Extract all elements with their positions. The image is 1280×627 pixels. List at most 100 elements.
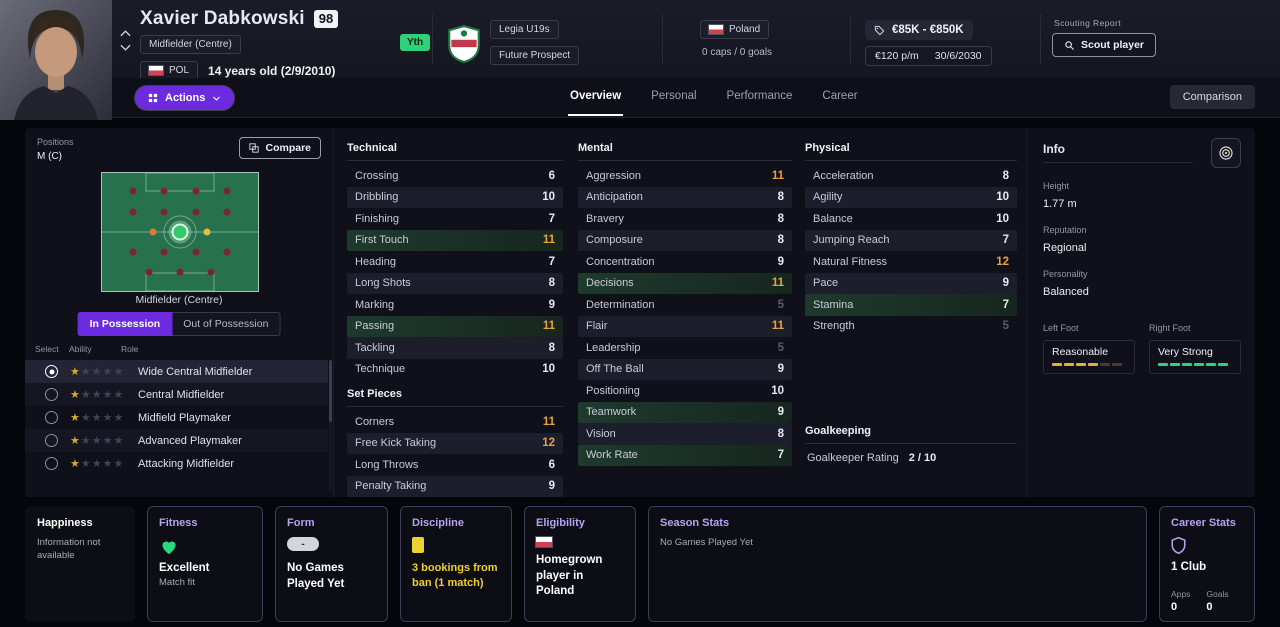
previous-player-button[interactable] bbox=[117, 26, 133, 39]
caps-goals: 0 caps / 0 goals bbox=[702, 47, 773, 58]
role-radio[interactable] bbox=[45, 388, 58, 401]
attribute-row-vision: Vision 8 bbox=[578, 423, 792, 445]
tab-personal[interactable]: Personal bbox=[651, 90, 697, 102]
personality-label: Personality bbox=[1043, 269, 1088, 279]
tab-career[interactable]: Career bbox=[822, 90, 858, 102]
position-dot bbox=[192, 208, 200, 216]
tab-performance[interactable]: Performance bbox=[726, 90, 793, 102]
fitness-card[interactable]: Fitness Excellent Match fit bbox=[147, 506, 263, 622]
height-value: 1.77 m bbox=[1043, 198, 1077, 210]
grid-icon bbox=[148, 93, 158, 103]
attribute-row-finishing: Finishing 7 bbox=[355, 212, 555, 225]
selected-position-dot[interactable] bbox=[171, 223, 189, 241]
goalkeeping-title: Goalkeeping bbox=[805, 425, 1017, 444]
right-foot: Right Foot Very Strong bbox=[1149, 318, 1241, 374]
role-row-advanced-playmaker[interactable]: ★★★★★ Advanced Playmaker bbox=[25, 429, 328, 452]
transfer-value-pill: €85K - €850K bbox=[865, 20, 973, 40]
next-player-button[interactable] bbox=[117, 41, 133, 54]
attribute-row-heading: Heading 7 bbox=[355, 255, 555, 268]
role-name: Attacking Midfielder bbox=[138, 457, 234, 470]
role-ability-stars: ★★★★★ bbox=[70, 412, 125, 424]
attribute-row-aggression: Aggression 11 bbox=[586, 169, 784, 182]
role-row-attacking-midfielder[interactable]: ★★★★★ Attacking Midfielder bbox=[25, 452, 328, 475]
attribute-row-technique: Technique 10 bbox=[355, 363, 555, 376]
scout-player-button[interactable]: Scout player bbox=[1052, 33, 1157, 57]
eligibility-title: Eligibility bbox=[536, 517, 585, 529]
role-list-scrollbar[interactable] bbox=[329, 360, 332, 490]
comparison-button[interactable]: Comparison bbox=[1169, 85, 1255, 109]
actions-button[interactable]: Actions bbox=[135, 86, 235, 110]
form-rating-pill: - bbox=[287, 537, 319, 551]
form-title: Form bbox=[287, 517, 315, 529]
role-radio[interactable] bbox=[45, 411, 58, 424]
attribute-row-stamina: Stamina 7 bbox=[805, 294, 1017, 316]
attribute-row-balance: Balance 10 bbox=[813, 212, 1009, 225]
actions-label: Actions bbox=[165, 92, 206, 104]
eligibility-card[interactable]: Eligibility Homegrown player in Poland bbox=[524, 506, 636, 622]
divider bbox=[850, 14, 851, 64]
role-name: Advanced Playmaker bbox=[138, 434, 242, 447]
season-stats-title: Season Stats bbox=[660, 517, 730, 529]
role-ability-stars: ★★★★★ bbox=[70, 389, 125, 401]
role-row-wide-central-midfielder[interactable]: ★★★★★ Wide Central Midfielder bbox=[25, 360, 328, 383]
right-foot-bars bbox=[1158, 363, 1232, 366]
fitness-title: Fitness bbox=[159, 517, 198, 529]
attribute-row-bravery: Bravery 8 bbox=[586, 212, 784, 225]
info-title: Info bbox=[1043, 142, 1193, 163]
position-dot bbox=[160, 248, 168, 256]
tab-row: Actions Overview Personal Performance Caree… bbox=[0, 78, 1280, 118]
left-foot-value: Reasonable bbox=[1052, 346, 1109, 358]
in-possession-button[interactable]: In Possession bbox=[77, 312, 173, 336]
attribute-row-composure: Composure 8 bbox=[578, 229, 792, 251]
compare-label: Compare bbox=[265, 142, 311, 154]
national-team-pill[interactable]: Poland bbox=[700, 20, 770, 39]
season-stats-card[interactable]: Season Stats No Games Played Yet bbox=[648, 506, 1147, 622]
tab-bar: Overview Personal Performance Career bbox=[568, 78, 860, 116]
attribute-row-free-kick-taking: Free Kick Taking 12 bbox=[347, 432, 563, 454]
position-dot bbox=[207, 268, 215, 276]
role-radio[interactable] bbox=[45, 457, 58, 470]
foot-rating-segment bbox=[1206, 363, 1216, 366]
role-radio[interactable] bbox=[45, 434, 58, 447]
divider bbox=[432, 14, 433, 64]
form-card[interactable]: Form - No Games Played Yet bbox=[275, 506, 388, 622]
club-shield-icon bbox=[1171, 537, 1186, 554]
attribute-row-jumping-reach: Jumping Reach 7 bbox=[805, 229, 1017, 251]
attribute-analysis-button[interactable] bbox=[1211, 138, 1241, 168]
role-list: ★★★★★ Wide Central Midfielder ★★★★★ Central… bbox=[25, 360, 328, 475]
foot-rating-segment bbox=[1182, 363, 1192, 366]
mental-attributes: Mental Aggression 11 Anticipation 8 Bravery 8… bbox=[578, 142, 792, 466]
summary-cards: Happiness Information not available Fitn… bbox=[25, 506, 1255, 622]
set-pieces-title: Set Pieces bbox=[347, 388, 563, 407]
mental-title: Mental bbox=[578, 142, 792, 161]
role-row-midfield-playmaker[interactable]: ★★★★★ Midfield Playmaker bbox=[25, 406, 328, 429]
position-dot bbox=[223, 208, 231, 216]
discipline-card[interactable]: Discipline 3 bookings from ban (1 match) bbox=[400, 506, 512, 622]
contract-expiry: 30/6/2030 bbox=[934, 50, 982, 62]
position-dot bbox=[129, 248, 137, 256]
compare-button[interactable]: Compare bbox=[239, 137, 321, 159]
physical-title: Physical bbox=[805, 142, 1017, 161]
career-stats-card[interactable]: Career Stats 1 Club Apps 0 Goals 0 bbox=[1159, 506, 1255, 622]
role-row-central-midfielder[interactable]: ★★★★★ Central Midfielder bbox=[25, 383, 328, 406]
prospect-pill: Future Prospect bbox=[490, 46, 580, 65]
attribute-row-decisions: Decisions 11 bbox=[578, 272, 792, 294]
positions-panel: Positions M (C) Compare Midfielder (Cent… bbox=[25, 128, 334, 497]
attribute-row-anticipation: Anticipation 8 bbox=[578, 186, 792, 208]
player-header: Xavier Dabkowski 98 Midfielder (Centre) … bbox=[0, 0, 1280, 80]
poland-flag-icon bbox=[535, 536, 553, 548]
discipline-title: Discipline bbox=[412, 517, 464, 529]
tab-overview[interactable]: Overview bbox=[568, 78, 623, 116]
compare-icon bbox=[249, 143, 260, 153]
out-of-possession-button[interactable]: Out of Possession bbox=[172, 312, 281, 336]
goals-value: 0 bbox=[1206, 600, 1213, 613]
foot-rating-segment bbox=[1170, 363, 1180, 366]
position-dot bbox=[192, 187, 200, 195]
role-radio[interactable] bbox=[45, 365, 58, 378]
possession-toggle: In Possession Out of Possession bbox=[77, 312, 281, 336]
position-pill[interactable]: Midfielder (Centre) bbox=[140, 35, 241, 54]
discipline-text: 3 bookings from ban (1 match) bbox=[412, 562, 498, 589]
club-pill[interactable]: Legia U19s bbox=[490, 20, 559, 39]
personality-value: Balanced bbox=[1043, 286, 1089, 298]
target-icon bbox=[1219, 146, 1233, 160]
